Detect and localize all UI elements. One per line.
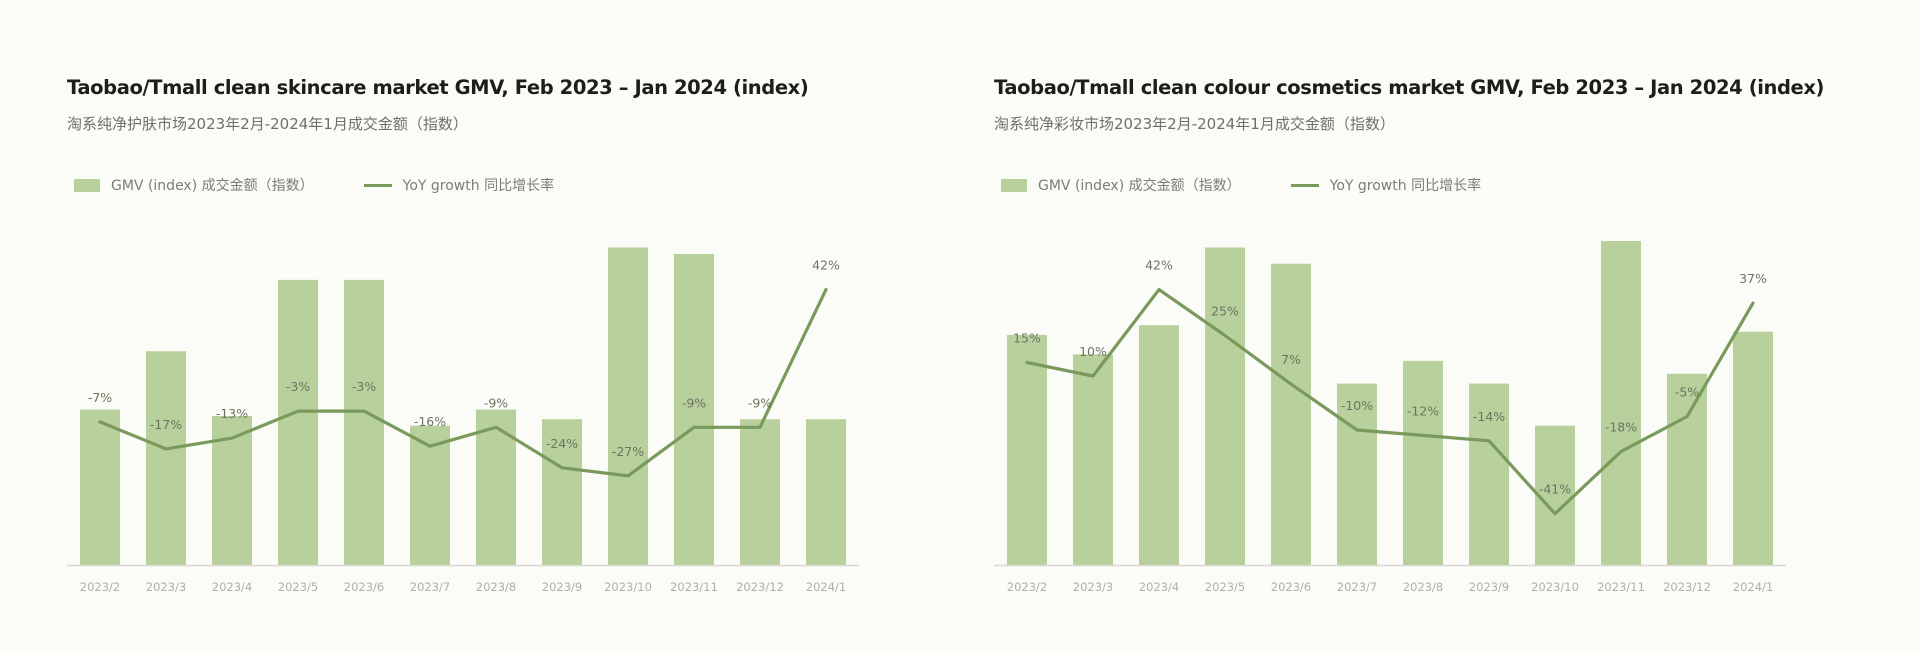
x-tick-label: 2023/10 [1531, 580, 1579, 594]
gmv-bar-2023-12 [740, 419, 780, 565]
x-tick-label: 2023/10 [604, 580, 652, 594]
x-tick-label: 2023/8 [476, 580, 516, 594]
yoy-growth-label: 42% [812, 258, 840, 273]
yoy-growth-label: -16% [414, 414, 446, 429]
chart-title: Taobao/Tmall clean colour cosmetics mark… [994, 76, 1825, 99]
yoy-growth-line [98, 288, 828, 478]
x-tick-label: 2023/8 [1403, 580, 1443, 594]
yoy-growth-label: 7% [1281, 352, 1301, 367]
chart-panel-skincare: Taobao/Tmall clean skincare market GMV, … [0, 0, 900, 653]
gmv-bar-2023-10 [1535, 425, 1575, 565]
chart-panel-colour-cosmetics: Taobao/Tmall clean colour cosmetics mark… [927, 0, 1827, 653]
gmv-bar-2023-8 [1403, 360, 1443, 565]
x-tick-label: 2023/11 [670, 580, 718, 594]
x-tick-label: 2023/7 [1337, 580, 1377, 594]
yoy-growth-label: 15% [1013, 331, 1041, 346]
gmv-bar-2023-5 [1205, 247, 1245, 565]
gmv-bar-2023-10 [608, 247, 648, 565]
gmv-bar-2023-9 [1469, 383, 1509, 565]
gmv-bar-2024-1 [1733, 331, 1773, 565]
gmv-bar-2023-7 [410, 425, 450, 565]
gmv-bar-2023-11 [674, 254, 714, 565]
chart-subtitle: 淘系纯净彩妆市场2023年2月-2024年1月成交金额（指数） [994, 115, 1395, 133]
chart-subtitle: 淘系纯净护肤市场2023年2月-2024年1月成交金额（指数） [67, 115, 468, 133]
legend-line-swatch [363, 183, 392, 187]
x-tick-label: 2023/11 [1597, 580, 1645, 594]
yoy-growth-label: -41% [1539, 482, 1571, 497]
yoy-growth-label: -9% [484, 395, 508, 410]
x-tick-label: 2023/12 [1663, 580, 1711, 594]
yoy-growth-label: -9% [748, 395, 772, 410]
legend-bar-label: GMV (index) 成交金额（指数） [111, 178, 314, 194]
legend-line-swatch [1290, 183, 1319, 187]
gmv-bar-2023-6 [344, 279, 384, 565]
x-tick-label: 2023/7 [410, 580, 450, 594]
x-tick-label: 2023/2 [1007, 580, 1047, 594]
x-tick-label: 2023/2 [80, 580, 120, 594]
x-tick-label: 2023/4 [1139, 580, 1179, 594]
x-tick-label: 2023/9 [542, 580, 582, 594]
x-tick-label: 2024/1 [1733, 580, 1773, 594]
legend-bar-label: GMV (index) 成交金额（指数） [1038, 178, 1241, 194]
gmv-bar-2023-9 [542, 419, 582, 565]
yoy-growth-label: -18% [1605, 420, 1637, 435]
yoy-growth-label: -7% [88, 390, 112, 405]
yoy-growth-label: 42% [1145, 258, 1173, 273]
legend-bar-swatch [1001, 178, 1027, 192]
yoy-growth-label: -24% [546, 436, 578, 451]
gmv-bar-2023-2 [80, 409, 120, 565]
legend-bar-swatch [74, 178, 100, 192]
chart-legend: GMV (index) 成交金额（指数） YoY growth 同比增长率 [74, 175, 554, 195]
yoy-growth-label: -9% [682, 395, 706, 410]
yoy-growth-label: -5% [1675, 385, 1699, 400]
colour-cosmetics-chart-plot: 2023/2 2023/3 2023/4 2023/5 2023/6 2023/7 2023… [994, 241, 1786, 594]
x-tick-label: 2023/6 [344, 580, 384, 594]
x-tick-label: 2023/3 [1073, 580, 1113, 594]
yoy-growth-label: -14% [1473, 409, 1505, 424]
x-tick-label: 2023/5 [1205, 580, 1245, 594]
gmv-bar-2023-5 [278, 279, 318, 565]
yoy-growth-label: -3% [352, 379, 376, 394]
x-tick-label: 2024/1 [806, 580, 846, 594]
gmv-bar-2023-2 [1007, 335, 1047, 565]
yoy-growth-label: -17% [150, 417, 182, 432]
chart-title: Taobao/Tmall clean skincare market GMV, … [67, 76, 809, 99]
yoy-growth-label: 10% [1079, 344, 1107, 359]
legend-line-label: YoY growth 同比增长率 [402, 178, 555, 194]
yoy-growth-label: -27% [612, 444, 644, 459]
gmv-bar-2023-6 [1271, 263, 1311, 565]
yoy-growth-label: -13% [216, 406, 248, 421]
x-tick-label: 2023/9 [1469, 580, 1509, 594]
yoy-growth-label: -12% [1407, 403, 1439, 418]
gmv-bar-2023-4 [1139, 325, 1179, 565]
x-tick-label: 2023/3 [146, 580, 186, 594]
x-tick-label: 2023/5 [278, 580, 318, 594]
yoy-growth-label: 25% [1211, 304, 1239, 319]
gmv-bar-2023-3 [146, 351, 186, 565]
x-tick-label: 2023/4 [212, 580, 252, 594]
yoy-growth-label: -3% [286, 379, 310, 394]
yoy-growth-label: 37% [1739, 271, 1767, 286]
legend-line-label: YoY growth 同比增长率 [1329, 178, 1482, 194]
gmv-bar-2024-1 [806, 419, 846, 565]
x-tick-label: 2023/6 [1271, 580, 1311, 594]
chart-legend: GMV (index) 成交金额（指数） YoY growth 同比增长率 [1001, 175, 1481, 195]
x-tick-label: 2023/12 [736, 580, 784, 594]
gmv-bar-2023-3 [1073, 354, 1113, 565]
gmv-bar-2023-7 [1337, 383, 1377, 565]
skincare-chart-plot: 2023/2 2023/3 2023/4 2023/5 2023/6 2023/7 2023… [67, 247, 859, 594]
gmv-bar-2023-12 [1667, 373, 1707, 565]
yoy-growth-label: -10% [1341, 398, 1373, 413]
gmv-bar-2023-11 [1601, 241, 1641, 565]
yoy-growth-line [1025, 288, 1755, 516]
